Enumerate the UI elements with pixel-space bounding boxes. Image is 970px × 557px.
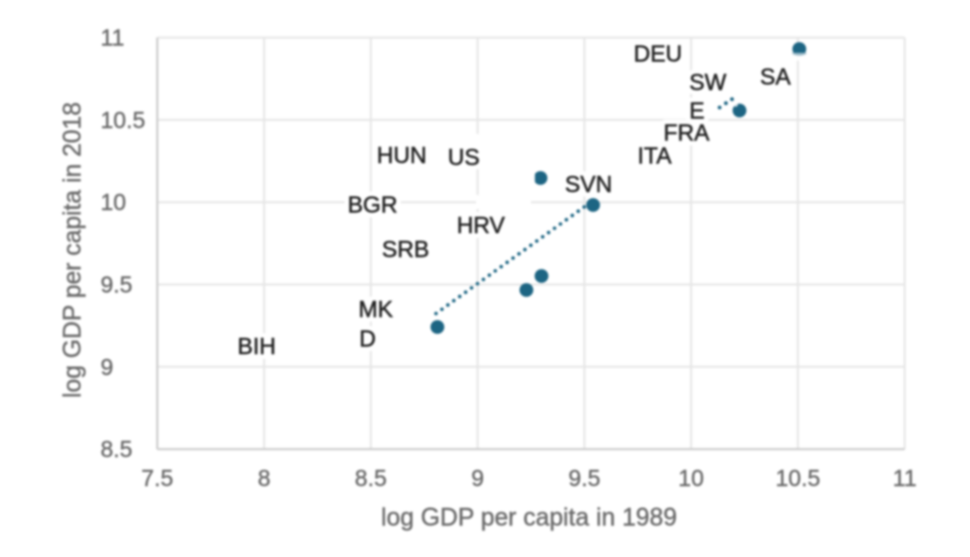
svg-text:log GDP per capita in 2018: log GDP per capita in 2018 — [60, 102, 87, 398]
svg-text:BIH: BIH — [238, 333, 276, 359]
svg-text:10: 10 — [101, 189, 127, 215]
svg-text:DEU: DEU — [634, 40, 683, 66]
svg-text:SA: SA — [760, 64, 791, 90]
svg-text:HUN: HUN — [377, 142, 427, 168]
svg-text:ITA: ITA — [638, 142, 673, 168]
svg-text:SVN: SVN — [565, 171, 612, 197]
svg-text:SRB: SRB — [382, 236, 429, 262]
svg-text:9.5: 9.5 — [101, 272, 133, 298]
svg-text:SVN: SVN — [565, 171, 612, 197]
svg-text:HRV: HRV — [457, 212, 506, 238]
svg-text:HRV: HRV — [457, 212, 506, 238]
svg-text:SW: SW — [689, 69, 726, 95]
svg-text:10: 10 — [678, 465, 704, 491]
svg-text:10.5: 10.5 — [776, 465, 821, 491]
svg-text:11: 11 — [101, 25, 125, 51]
svg-text:D: D — [359, 325, 376, 351]
svg-text:9: 9 — [101, 354, 114, 380]
svg-text:E: E — [689, 98, 704, 124]
svg-text:US: US — [448, 144, 480, 170]
svg-text:MK: MK — [359, 296, 394, 322]
svg-text:BGR: BGR — [348, 192, 398, 218]
svg-text:10.5: 10.5 — [101, 107, 146, 133]
svg-text:DEU: DEU — [634, 40, 683, 66]
svg-text:8.5: 8.5 — [355, 465, 387, 491]
svg-text:8: 8 — [258, 465, 271, 491]
svg-text:BIH: BIH — [238, 333, 276, 359]
svg-text:11: 11 — [893, 465, 917, 491]
svg-text:8.5: 8.5 — [101, 436, 133, 462]
svg-text:SA: SA — [760, 64, 791, 90]
svg-text:SW: SW — [689, 69, 726, 95]
svg-text:FRA: FRA — [664, 119, 711, 145]
svg-text:FRA: FRA — [664, 119, 711, 145]
svg-text:9.5: 9.5 — [568, 465, 600, 491]
svg-text:SRB: SRB — [382, 236, 429, 262]
svg-text:log GDP per capita in 1989: log GDP per capita in 1989 — [381, 505, 677, 532]
svg-text:US: US — [448, 144, 480, 170]
svg-text:ITA: ITA — [638, 142, 673, 168]
svg-text:MK: MK — [359, 296, 394, 322]
svg-text:7.5: 7.5 — [141, 465, 173, 491]
svg-text:9: 9 — [471, 465, 484, 491]
svg-text:HUN: HUN — [377, 142, 427, 168]
svg-text:BGR: BGR — [348, 192, 398, 218]
